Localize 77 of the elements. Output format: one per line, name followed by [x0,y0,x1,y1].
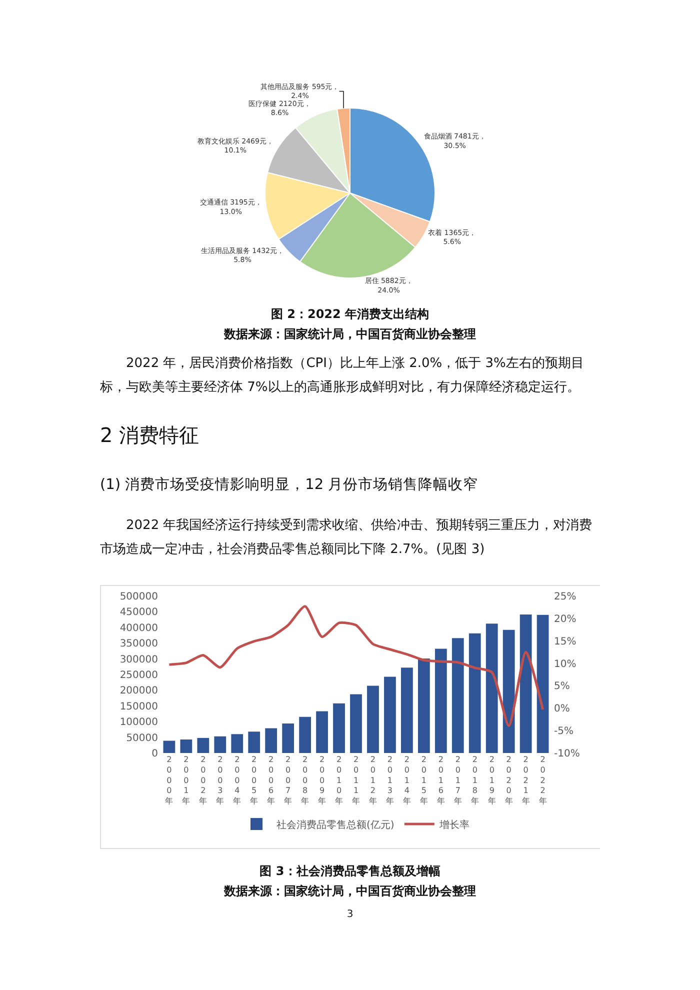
x-tick-label: 2013年 [386,755,394,806]
x-tick-label: 2016年 [436,755,445,806]
y2-tick-label: 20% [554,614,576,625]
bar [486,624,498,753]
y-tick-label: 500000 [120,592,158,602]
caption: 图 2：2022 年消费支出结构 [270,306,430,323]
x-tick-label: 2014年 [402,755,411,806]
x-tick-label: 2001年 [182,755,190,806]
bar [248,732,260,753]
bar [197,738,210,753]
y-tick-label: 150000 [120,701,158,712]
x-tick-label: 2003年 [216,755,224,806]
text: 2022 年，居民消费价格指数（CPI）比上年上涨 2.0%，低于 3%左右的预期目标，与欧美等主要经济体 7%以上的高通胀形成鲜明对比，有力保障经济稳定运行。 [100,355,585,397]
bar [502,630,515,753]
bar [333,703,345,753]
x-tick-label: 2008年 [301,755,310,806]
y-tick-label: 100000 [120,717,158,728]
y-tick-label: 200000 [120,686,158,697]
bar [468,633,481,753]
legend-label: 社会消费品零售总额(亿元) [276,818,394,831]
y2-tick-label: 5% [554,681,570,692]
bar [163,740,176,753]
bar [265,728,278,753]
y2-tick-label: -10% [554,748,580,760]
text: 2022 年我国经济运行持续受到需求收缩、供给冲击、预期转弱三重压力，对消费市场造成一定冲击，社会消费品零售总额同比下降 2.7%。(见图 3) [100,517,594,559]
text: 2 消费特征 [100,422,200,449]
x-tick-label: 2004年 [233,755,242,806]
bar [520,614,532,753]
x-tick-label: 2006年 [267,755,276,806]
y-tick-label: 350000 [120,638,158,650]
x-tick-label: 2011年 [352,755,360,806]
source-note: 数据来源：国家统计局，中国百货商业协会整理 [222,883,477,900]
bar [452,638,464,753]
y-tick-label: 250000 [120,670,158,681]
legend-label: 增长率 [438,818,470,831]
line-series [168,605,544,727]
x-tick-label: 2021年 [522,755,530,806]
x-tick-label: 2000年 [165,755,174,806]
text: (1) 消费市场受疫情影响明显，12 月份市场销售降幅收窄 [100,476,480,494]
y2-tick-label: 15% [554,636,576,648]
y-tick-label: 300000 [120,654,158,666]
y-tick-label: 50000 [126,732,158,744]
x-tick-label: 2015年 [420,755,428,806]
x-tick-label: 2002年 [199,755,208,806]
x-tick-label: 2005年 [250,755,258,806]
x-tick-label: 2019年 [488,755,496,806]
bar [316,711,328,753]
bar [536,614,549,753]
bar [418,658,430,753]
y2-tick-label: -5% [554,726,574,738]
x-tick-label: 2009年 [318,755,326,806]
bar [367,686,379,753]
x-tick-label: 2022年 [538,755,547,806]
x-tick-label: 2010年 [335,755,344,806]
bar [180,740,192,753]
bar [299,716,311,753]
x-tick-label: 2018年 [470,755,479,806]
y-tick-label: 400000 [120,622,158,634]
x-tick-label: 2012年 [368,755,377,806]
y2-tick-label: 10% [554,658,576,670]
y2-tick-label: 25% [554,592,576,602]
text: 图 3：社会消费品零售总额及增幅 [258,863,442,880]
x-tick-label: 2017年 [454,755,462,806]
bar [282,723,294,753]
source-note: 数据来源：国家统计局，中国百货商业协会整理 [222,326,477,343]
bar [214,736,226,753]
y-tick-label: 0 [152,748,158,760]
bar [401,668,413,753]
bar [434,648,447,753]
x-tick-label: 2020年 [504,755,513,806]
bar [384,676,396,753]
y-tick-label: 450000 [120,607,158,618]
y2-tick-label: 0% [554,704,570,715]
bar [350,694,362,753]
x-tick-label: 2007年 [284,755,292,806]
bar [231,734,244,753]
text: 3 [346,908,354,922]
